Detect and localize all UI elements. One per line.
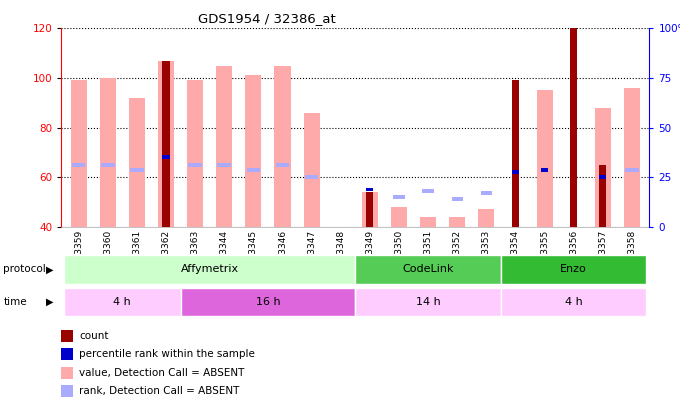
Text: count: count: [79, 331, 108, 341]
Text: GSM73356: GSM73356: [569, 230, 578, 279]
Text: GSM73353: GSM73353: [482, 230, 491, 279]
Bar: [303, 113, 320, 227]
Text: GSM73355: GSM73355: [540, 230, 549, 279]
Bar: [275, 163, 289, 166]
Bar: [599, 165, 607, 227]
Bar: [72, 163, 86, 166]
Text: GSM73363: GSM73363: [190, 230, 200, 279]
Bar: [275, 66, 290, 227]
Text: GSM73352: GSM73352: [453, 230, 462, 279]
Bar: [422, 189, 434, 193]
Text: GSM73345: GSM73345: [249, 230, 258, 279]
Bar: [188, 163, 202, 166]
Bar: [625, 168, 639, 172]
Text: GSM73347: GSM73347: [307, 230, 316, 279]
Text: rank, Detection Call = ABSENT: rank, Detection Call = ABSENT: [79, 386, 239, 396]
Bar: [393, 195, 405, 199]
Bar: [599, 175, 607, 179]
Text: GSM73351: GSM73351: [424, 230, 432, 279]
Text: 16 h: 16 h: [256, 297, 280, 307]
Bar: [452, 197, 463, 201]
Bar: [101, 163, 115, 166]
Bar: [71, 81, 86, 227]
Text: Enzo: Enzo: [560, 264, 587, 274]
Text: GDS1954 / 32386_at: GDS1954 / 32386_at: [198, 12, 336, 25]
Bar: [163, 156, 170, 159]
Bar: [247, 168, 260, 172]
Text: GSM73361: GSM73361: [133, 230, 141, 279]
Bar: [158, 61, 174, 227]
Text: GSM73357: GSM73357: [598, 230, 607, 279]
Text: ▶: ▶: [46, 264, 54, 274]
Text: GSM73348: GSM73348: [336, 230, 345, 279]
Bar: [595, 108, 611, 227]
Bar: [541, 168, 548, 172]
Bar: [367, 188, 373, 192]
Text: GSM73360: GSM73360: [103, 230, 112, 279]
Text: 14 h: 14 h: [415, 297, 441, 307]
Bar: [449, 217, 465, 227]
Bar: [355, 255, 501, 284]
Bar: [512, 81, 519, 227]
Text: GSM73350: GSM73350: [394, 230, 403, 279]
Bar: [245, 75, 261, 227]
Text: GSM73346: GSM73346: [278, 230, 287, 279]
Bar: [537, 90, 553, 227]
Bar: [129, 98, 145, 227]
Bar: [501, 255, 647, 284]
Text: CodeLink: CodeLink: [403, 264, 454, 274]
Text: value, Detection Call = ABSENT: value, Detection Call = ABSENT: [79, 368, 244, 377]
Text: ▶: ▶: [46, 297, 54, 307]
Bar: [478, 209, 494, 227]
Text: GSM73358: GSM73358: [628, 230, 636, 279]
Text: 4 h: 4 h: [114, 297, 131, 307]
Bar: [305, 175, 318, 179]
Bar: [130, 168, 143, 172]
Text: protocol: protocol: [3, 264, 46, 274]
Text: GSM73354: GSM73354: [511, 230, 520, 279]
Text: time: time: [3, 297, 27, 307]
Bar: [367, 192, 373, 227]
Text: Affymetrix: Affymetrix: [181, 264, 239, 274]
Text: 4 h: 4 h: [565, 297, 583, 307]
Bar: [187, 81, 203, 227]
Bar: [362, 192, 378, 227]
Text: GSM73362: GSM73362: [162, 230, 171, 279]
Bar: [624, 88, 640, 227]
Bar: [570, 28, 577, 227]
Bar: [216, 66, 233, 227]
Bar: [181, 288, 355, 316]
Text: GSM73349: GSM73349: [365, 230, 375, 279]
Text: percentile rank within the sample: percentile rank within the sample: [79, 350, 255, 359]
Bar: [64, 288, 181, 316]
Bar: [355, 288, 501, 316]
Bar: [218, 163, 231, 166]
Bar: [501, 288, 647, 316]
Bar: [391, 207, 407, 227]
Text: GSM73359: GSM73359: [74, 230, 83, 279]
Bar: [64, 255, 355, 284]
Bar: [481, 191, 492, 195]
Bar: [512, 171, 519, 174]
Bar: [420, 217, 436, 227]
Bar: [100, 78, 116, 227]
Bar: [163, 61, 170, 227]
Text: GSM73344: GSM73344: [220, 230, 228, 279]
